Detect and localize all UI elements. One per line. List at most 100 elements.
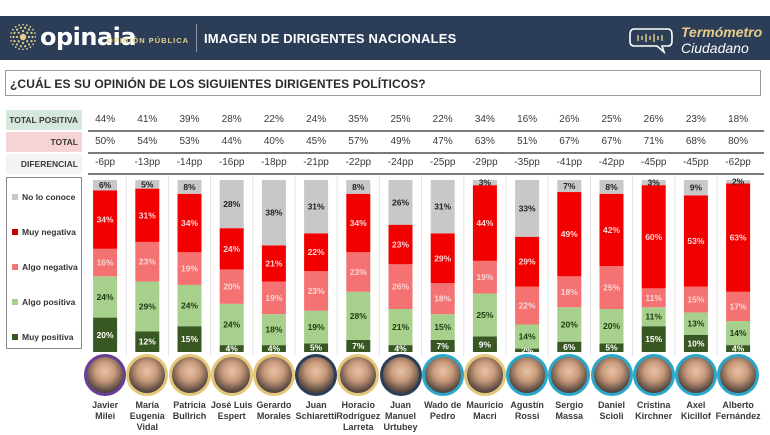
avatar: [126, 354, 169, 396]
stat-total-negativa: 47%: [432, 136, 453, 147]
logo-dot: [25, 47, 28, 50]
page-title: IMAGEN DE DIRIGENTES NACIONALES: [204, 31, 457, 46]
bar-segment-no-lo-conoce: [346, 180, 371, 194]
bar-segment-algo-positiva: [388, 309, 413, 346]
politician-name: Horacio Rodríguez Larreta: [333, 400, 383, 433]
legend-label: Muy negativa: [22, 227, 76, 237]
bar-segment-algo-positiva: [430, 314, 455, 340]
bar-segment-algo-negativa: [346, 252, 371, 292]
bar-data-label: 42%: [603, 225, 620, 235]
politician-name-line: Urtubey: [383, 422, 418, 432]
bar-segment-algo-positiva: [177, 284, 202, 327]
question-box: ¿CUÁL ES SU OPINIÓN DE LOS SIGUIENTES DI…: [5, 70, 761, 96]
bar-segment-muy-positiva: [135, 331, 160, 352]
politician-name-line: Sergio: [555, 400, 584, 410]
bar-data-label: 14%: [730, 328, 747, 338]
bar-data-label: 9%: [479, 339, 492, 349]
bar-data-label: 63%: [730, 233, 747, 243]
header-divider: [196, 24, 197, 52]
logo-dot: [21, 41, 25, 45]
bar-segment-no-lo-conoce: [388, 180, 413, 225]
stat-total-positiva: 22%: [432, 114, 453, 125]
bar-data-label: 21%: [265, 258, 282, 268]
legend-item-algo-negativa: Algo negativa: [12, 262, 78, 272]
stat-diferencial: -6pp: [95, 157, 116, 168]
bar-data-label: 31%: [139, 210, 156, 220]
logo-dot: [15, 43, 19, 46]
avatar: [674, 354, 717, 396]
logo-dot: [24, 45, 27, 48]
politician-name-line: Vidal: [136, 422, 158, 432]
bar-data-label: 3%: [648, 178, 661, 188]
politician-name-line: Juan: [305, 400, 327, 410]
brand-name: opinaia: [40, 23, 137, 51]
bar-data-label: 29%: [434, 253, 451, 263]
politician-name-line: Morales: [256, 411, 291, 421]
bar-segment-algo-negativa: [219, 269, 244, 304]
bar-segment-algo-negativa: [599, 266, 624, 309]
logo-dot: [14, 25, 17, 28]
stat-total-positiva: 26%: [559, 114, 580, 125]
politician-name: Juan Schiaretti: [291, 400, 341, 422]
stat-total-positiva: 22%: [263, 114, 284, 125]
logo-dot: [33, 32, 36, 35]
bar-data-label: 29%: [519, 257, 536, 267]
stat-diferencial: -45pp: [640, 157, 667, 168]
bar-data-label: 23%: [350, 267, 367, 277]
politician-name-line: Macri: [473, 411, 497, 421]
bar-data-label: 28%: [223, 199, 240, 209]
bar-segment-algo-negativa: [177, 252, 202, 285]
badge-subtitle: Ciudadano: [681, 40, 749, 56]
bar-segment-muy-negativa: [93, 190, 118, 249]
stat-diferencial: -21pp: [303, 157, 329, 168]
logo-dot: [15, 28, 19, 31]
logo-dot: [34, 36, 36, 38]
bar-segment-muy-negativa: [430, 233, 455, 284]
bar-data-label: 8%: [605, 182, 618, 192]
bar-segment-no-lo-conoce: [135, 180, 160, 189]
logo-dot: [11, 43, 14, 46]
bar-data-label: 6%: [99, 180, 112, 190]
politician-name-line: María: [135, 400, 160, 410]
bar-segment-algo-positiva: [726, 321, 751, 346]
badge-title: Termómetro: [681, 24, 763, 40]
stat-total-negativa: 50%: [95, 136, 116, 147]
politician-name: Alberto Fernández: [713, 400, 763, 422]
bar-data-label: 4%: [732, 344, 745, 354]
avatar: [168, 354, 211, 396]
legend-item-muy-negativa: Muy negativa: [12, 227, 76, 237]
stat-total-positiva: 23%: [685, 114, 706, 125]
legend-swatch: [12, 334, 18, 340]
legend-swatch: [12, 264, 18, 270]
row-divider: [88, 173, 764, 175]
bar-data-label: 33%: [519, 203, 536, 213]
stat-total-positiva: 39%: [179, 114, 200, 125]
bar-segment-no-lo-conoce: [641, 180, 666, 186]
logo-dot: [30, 40, 33, 43]
politician-name-line: Cristina: [636, 400, 671, 410]
logo-dot: [27, 28, 31, 31]
stat-total-negativa: 63%: [474, 136, 495, 147]
bar-data-label: 19%: [265, 293, 282, 303]
logo-dot: [32, 28, 35, 31]
bar-data-label: 11%: [645, 293, 662, 303]
row-divider: [88, 152, 764, 154]
bar-data-label: 23%: [392, 240, 409, 250]
logo-dot: [19, 26, 22, 29]
bar-segment-no-lo-conoce: [683, 180, 708, 196]
bar-data-label: 49%: [561, 229, 578, 239]
politician-name-line: Javier: [92, 400, 119, 410]
stat-total-negativa: 44%: [221, 136, 242, 147]
logo-dot: [14, 46, 17, 49]
politician-name: María Eugenia Vidal: [122, 400, 172, 433]
avatar: [379, 354, 422, 396]
politician-name-line: Horacio: [341, 400, 376, 410]
bar-segment-muy-positiva: [557, 341, 582, 352]
stat-diferencial: -24pp: [387, 157, 414, 168]
avatar: [548, 354, 591, 396]
stat-diferencial: -35pp: [514, 157, 540, 168]
bar-segment-muy-negativa: [261, 245, 286, 282]
bar-segment-muy-positiva: [683, 334, 708, 352]
bar-segment-algo-negativa: [388, 264, 413, 309]
bar-segment-muy-positiva: [472, 336, 497, 352]
